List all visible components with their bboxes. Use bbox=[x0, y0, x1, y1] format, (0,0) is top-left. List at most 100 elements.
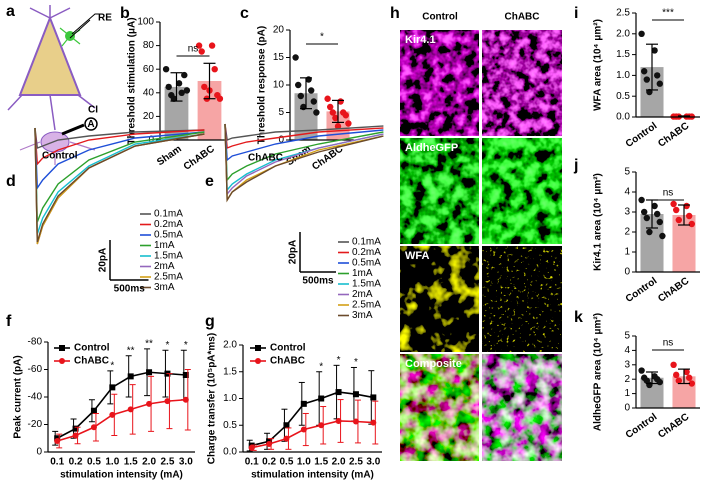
bar bbox=[672, 215, 696, 272]
legend-label: 3mA bbox=[154, 282, 175, 293]
image bbox=[400, 138, 479, 244]
marker bbox=[109, 411, 116, 418]
data-point bbox=[643, 214, 650, 222]
data-point bbox=[643, 76, 650, 83]
significance-label: ns bbox=[663, 338, 674, 349]
significance-label: * bbox=[165, 340, 169, 351]
series-line bbox=[56, 398, 186, 442]
legend-marker bbox=[59, 358, 65, 364]
electrode-label: CI bbox=[88, 105, 98, 116]
column-header: ChABC bbox=[505, 12, 540, 23]
dendrites bbox=[7, 5, 96, 131]
x-tick-label: 0.2 bbox=[69, 457, 83, 468]
x-tick-label: 1.0 bbox=[297, 457, 311, 468]
amplifier-label: A bbox=[87, 119, 94, 130]
marker bbox=[283, 422, 290, 429]
panel-label: c bbox=[240, 5, 249, 22]
trace bbox=[34, 127, 205, 243]
data-point bbox=[686, 212, 693, 220]
marker bbox=[370, 394, 377, 401]
marker bbox=[352, 418, 359, 425]
trace-title: Control bbox=[42, 151, 78, 162]
y-tick-label: 2.0 bbox=[223, 340, 237, 351]
significance-label: * bbox=[320, 32, 324, 43]
marker bbox=[90, 407, 97, 414]
legend-label: 2mA bbox=[154, 261, 175, 272]
legend-label: 0.1mA bbox=[352, 237, 381, 248]
y-tick-label: 20 bbox=[273, 25, 285, 36]
data-point bbox=[654, 72, 661, 79]
y-tick-label: 0 bbox=[36, 447, 42, 458]
panel-label: a bbox=[6, 3, 15, 20]
significance-label: ** bbox=[145, 339, 153, 350]
marker bbox=[72, 425, 79, 432]
y-tick-label: 0 bbox=[278, 135, 284, 146]
legend-label: 1.5mA bbox=[352, 279, 381, 290]
x-tick-label: 2.5 bbox=[160, 457, 174, 468]
marker bbox=[370, 419, 377, 426]
panel-label: h bbox=[390, 5, 400, 22]
significance-label: ns bbox=[663, 188, 674, 199]
significance-label: * bbox=[110, 361, 114, 372]
data-point bbox=[181, 71, 188, 79]
legend-label: 0.1mA bbox=[154, 209, 183, 220]
y-axis-title: Threshold stimulation (μA) bbox=[127, 17, 138, 144]
marker bbox=[164, 398, 171, 405]
x-tick-label: ChABC bbox=[656, 121, 691, 150]
legend-marker bbox=[255, 345, 261, 351]
y-axis-title: WFA area (10⁴ μm²) bbox=[593, 19, 604, 111]
column-header: Control bbox=[422, 12, 458, 23]
data-point bbox=[198, 48, 205, 55]
data-point bbox=[670, 200, 677, 208]
panel-label: d bbox=[6, 173, 16, 190]
y-tick-label: 60 bbox=[143, 64, 155, 75]
image bbox=[400, 246, 479, 352]
marker bbox=[54, 438, 61, 444]
data-point bbox=[641, 208, 648, 216]
y-tick-label: 2 bbox=[624, 374, 630, 385]
marker bbox=[335, 389, 342, 396]
data-point bbox=[638, 196, 645, 204]
data-point bbox=[675, 377, 682, 384]
marker bbox=[335, 417, 342, 424]
y-tick-label: 4 bbox=[624, 187, 630, 198]
x-tick-label: Control bbox=[624, 275, 660, 305]
data-point bbox=[345, 120, 352, 127]
trace bbox=[224, 123, 384, 141]
y-tick-label: 1.5 bbox=[616, 49, 630, 60]
significance-label: ns bbox=[188, 44, 199, 55]
pyramidal-cell bbox=[18, 15, 82, 96]
panel-label: j bbox=[573, 157, 578, 174]
image bbox=[400, 30, 479, 136]
data-point bbox=[638, 367, 645, 374]
y-tick-label: 10 bbox=[273, 80, 285, 91]
x-tick-label: ChABC bbox=[656, 412, 691, 441]
x-tick-label: Sham bbox=[155, 144, 184, 169]
marker bbox=[318, 422, 325, 429]
x-tick-label: 3.0 bbox=[366, 457, 380, 468]
x-tick-label: 0.1 bbox=[245, 457, 259, 468]
target-cell bbox=[40, 131, 70, 153]
legend-label: Control bbox=[270, 343, 306, 354]
y-axis-title: AldheGFP area (10⁴ μm²) bbox=[593, 313, 604, 431]
y-tick-label: 0.0 bbox=[616, 112, 630, 123]
y-tick-label: 20 bbox=[143, 111, 155, 122]
stimulation-electrode bbox=[61, 123, 85, 136]
data-point bbox=[659, 232, 666, 240]
data-point bbox=[183, 87, 191, 94]
y-tick-label: 80 bbox=[143, 40, 155, 51]
marker bbox=[146, 400, 153, 407]
y-axis-title: Charge transfer (10⁵pA*ms) bbox=[207, 333, 218, 464]
image bbox=[482, 30, 562, 136]
significance-label: *** bbox=[662, 8, 674, 19]
scale-bar-label: 500ms bbox=[302, 276, 334, 287]
image bbox=[482, 138, 562, 244]
x-tick-label: 0.5 bbox=[279, 457, 293, 468]
data-point bbox=[342, 112, 349, 119]
y-axis-title: Threshold response (pA) bbox=[257, 26, 268, 144]
x-tick-label: Control bbox=[624, 120, 660, 150]
data-point bbox=[324, 95, 331, 102]
image bbox=[482, 246, 562, 352]
marker bbox=[352, 391, 359, 398]
